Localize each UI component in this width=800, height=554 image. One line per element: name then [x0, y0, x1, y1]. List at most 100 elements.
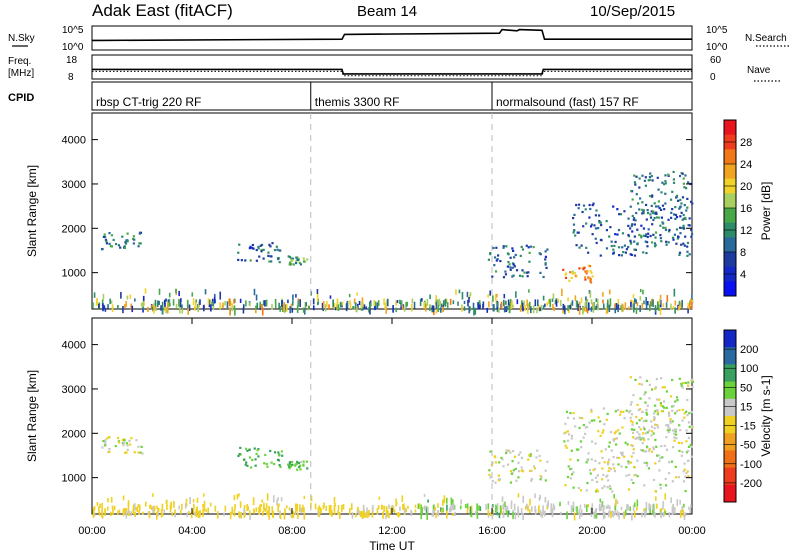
data-point: [264, 453, 267, 457]
data-point: [676, 235, 680, 238]
data-point: [679, 232, 682, 235]
data-point: [507, 299, 510, 306]
data-point: [546, 248, 549, 251]
data-point: [631, 214, 634, 218]
data-point: [494, 270, 498, 273]
data-point: [601, 478, 604, 481]
data-point: [638, 197, 642, 200]
data-point: [627, 462, 630, 465]
data-point: [366, 507, 368, 514]
data-point: [623, 244, 627, 247]
data-point: [599, 254, 602, 257]
data-point: [673, 439, 676, 442]
data-point: [608, 505, 611, 510]
data-point: [135, 439, 138, 442]
data-point: [671, 480, 674, 483]
data-point: [621, 426, 624, 429]
data-point: [572, 216, 575, 220]
data-point: [429, 303, 431, 308]
data-point: [278, 302, 280, 309]
data-point: [262, 248, 265, 251]
data-point: [594, 476, 598, 479]
data-point: [656, 503, 658, 509]
data-point: [579, 504, 582, 509]
data-point: [635, 436, 639, 439]
data-point: [528, 454, 531, 457]
data-point: [249, 466, 253, 469]
data-point: [544, 479, 547, 482]
data-point: [678, 449, 681, 453]
data-point: [641, 442, 644, 445]
data-point: [469, 295, 471, 299]
data-point: [595, 241, 598, 245]
data-point: [583, 306, 586, 312]
data-point: [339, 301, 342, 308]
data-point: [590, 306, 593, 312]
data-point: [273, 451, 277, 454]
data-point: [133, 238, 136, 241]
data-point: [539, 474, 542, 478]
data-point: [383, 505, 385, 513]
data-point: [198, 301, 200, 307]
data-point: [392, 305, 394, 313]
colorbar-tick-label: 20: [740, 181, 752, 193]
data-point: [690, 298, 692, 304]
data-point: [138, 232, 141, 235]
data-point: [593, 419, 596, 422]
data-point: [581, 266, 584, 270]
data-point: [522, 512, 524, 521]
data-point: [680, 202, 683, 205]
data-point: [579, 489, 583, 492]
data-point: [639, 428, 642, 431]
data-point: [314, 503, 317, 510]
data-point: [636, 499, 639, 507]
data-point: [514, 253, 517, 257]
data-point: [93, 512, 96, 517]
data-point: [320, 508, 322, 513]
data-point: [328, 304, 330, 310]
data-point: [552, 303, 554, 310]
data-point: [93, 292, 96, 298]
data-point: [521, 248, 525, 251]
data-point: [627, 245, 630, 249]
data-point: [323, 502, 325, 508]
data-point: [631, 444, 634, 448]
data-point: [606, 461, 610, 464]
data-point: [505, 510, 508, 515]
x-tick-label: 16:00: [478, 525, 506, 537]
data-point: [607, 479, 610, 482]
data-point: [580, 244, 583, 247]
data-point: [664, 182, 667, 185]
data-point: [569, 458, 572, 461]
data-point: [193, 503, 195, 510]
data-point: [479, 304, 481, 309]
data-point: [165, 298, 167, 302]
data-point: [544, 250, 547, 253]
data-point: [680, 384, 683, 387]
noise-right-label: N.Search: [745, 33, 787, 44]
data-point: [654, 244, 657, 247]
data-point: [566, 439, 570, 442]
data-point: [691, 299, 694, 303]
data-point: [644, 450, 648, 453]
data-point: [249, 302, 251, 307]
data-point: [604, 448, 607, 451]
data-point: [646, 209, 649, 212]
data-point: [591, 275, 594, 278]
data-point: [122, 510, 125, 517]
data-point: [270, 255, 273, 258]
data-point: [608, 304, 611, 313]
data-point: [266, 510, 268, 515]
data-point: [126, 444, 129, 447]
data-point: [668, 414, 671, 417]
data-point: [676, 399, 679, 402]
data-point: [188, 510, 190, 514]
data-point: [653, 416, 656, 419]
data-point: [649, 504, 652, 508]
data-point: [296, 468, 299, 471]
data-point: [643, 179, 647, 182]
data-point: [577, 486, 580, 490]
data-point: [585, 246, 588, 249]
data-point: [173, 500, 175, 508]
data-point: [686, 254, 689, 257]
